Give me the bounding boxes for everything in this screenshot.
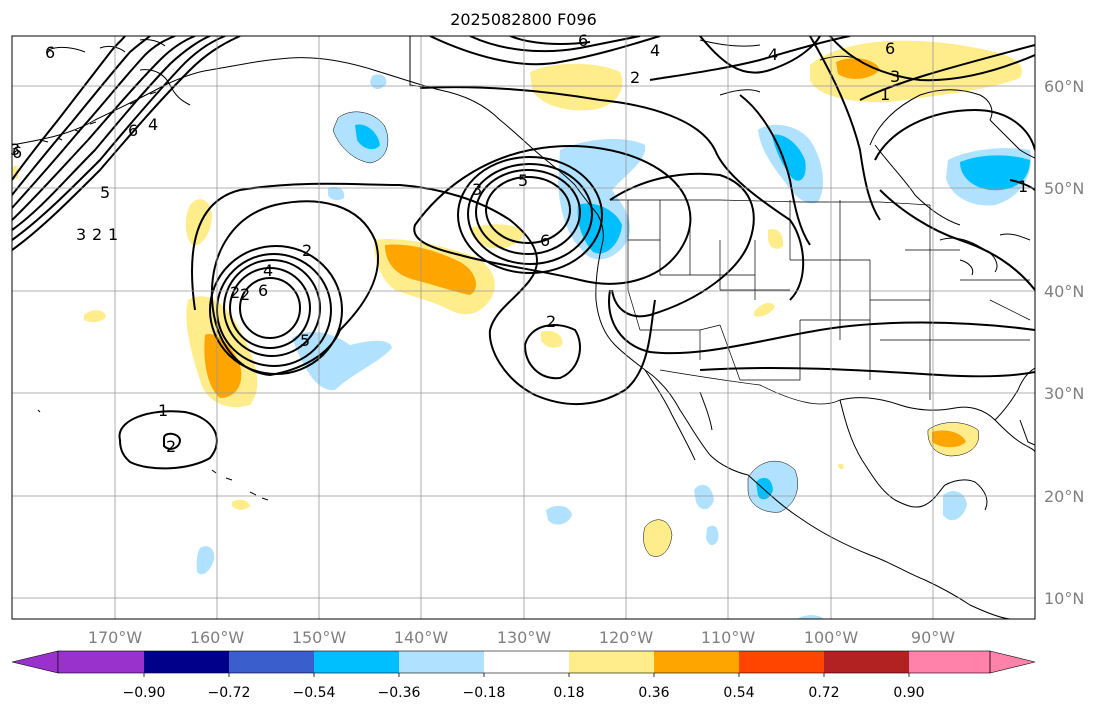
map-frame [11,35,1036,620]
contour-label: 3 [10,140,20,159]
colorbar-tick-label: 0.18 [553,685,584,701]
colorbar-segment [144,651,229,673]
colorbar-tick-label: −0.36 [378,685,421,701]
contour-label: 2 [92,225,102,244]
colorbar-tick-label: 0.72 [808,685,839,701]
colorbar-segment [399,651,484,673]
contour-label: 3 [472,180,482,199]
colorbar-tick-label: −0.54 [293,685,336,701]
colorbar-extend-left [11,650,59,674]
colorbar-segment [654,651,739,673]
lon-tick-label: 160°W [190,628,245,647]
contour-label: 6 [578,31,588,50]
contour-label: 6 [45,43,55,62]
lon-tick-label: 140°W [394,628,449,647]
lat-tick-label: 50°N [1044,179,1084,198]
contour-label: 1 [880,85,890,104]
lat-tick-label: 10°N [1044,589,1084,608]
lat-tick-label: 20°N [1044,487,1084,506]
contour-label: 2 [166,437,176,456]
contour-labels: 6 4 6 2 3 4 6 3 6 4 1 5 2 3 1 1 2 3 6 6 … [10,31,1028,456]
contour-label: 6 [128,121,138,140]
colorbar-segment [58,651,144,673]
contour-label: 4 [768,45,778,64]
colorbar-extend-right [989,650,1036,674]
contour-label: 4 [650,41,660,60]
contours [12,36,1035,470]
contour-label: 4 [263,261,273,280]
lon-tick-label: 90°W [911,628,955,647]
lon-tick-label: 130°W [497,628,552,647]
contour-label: 5 [518,171,528,190]
contour-label: 6 [258,281,268,300]
colorbar-segment [229,651,314,673]
contour-label: 2 [230,283,240,302]
political-borders [610,199,1031,405]
lat-tick-label: 40°N [1044,282,1084,301]
colorbar: −0.90 −0.72 −0.54 −0.36 −0.18 0.18 0.36 … [11,650,1036,701]
anomaly-shading [12,40,1031,619]
contour-label: 2 [240,285,250,304]
contour-label: 3 [890,67,900,86]
lat-axis: 60°N 50°N 40°N 30°N 20°N 10°N [1044,77,1084,608]
colorbar-segment [909,651,990,673]
contour-label: 2 [630,68,640,87]
contour-label: 3 [76,225,86,244]
colorbar-segment [739,651,824,673]
lon-tick-label: 120°W [599,628,654,647]
colorbar-segment [824,651,909,673]
colorbar-tick-label: −0.18 [463,685,506,701]
lat-tick-label: 30°N [1044,384,1084,403]
map-title: 2025082800 F096 [450,10,597,29]
contour-label: 1 [158,401,168,420]
colorbar-segment [484,651,569,673]
lon-tick-label: 110°W [701,628,756,647]
gridlines [12,36,1035,619]
colorbar-tick-label: 0.54 [723,685,754,701]
lon-axis: 170°W 160°W 150°W 140°W 130°W 120°W 110°… [88,628,955,647]
colorbar-tick-label: 0.90 [893,685,924,701]
colorbar-tick-label: −0.72 [208,685,251,701]
colorbar-tick-label: 0.36 [638,685,669,701]
contour-label: 6 [540,231,550,250]
contour-label: 1 [1018,177,1028,196]
lat-tick-label: 60°N [1044,77,1084,96]
contour-label: 6 [885,39,895,58]
lon-tick-label: 150°W [292,628,347,647]
contour-label: 5 [300,331,310,350]
contour-label: 5 [100,183,110,202]
colorbar-segment [314,651,399,673]
contour-label: 6 [12,143,22,162]
map-panel [12,36,1035,619]
lon-tick-label: 170°W [88,628,143,647]
lon-tick-label: 100°W [804,628,859,647]
contour-label: 2 [546,312,556,331]
contour-label: 2 [302,241,312,260]
contour-label: 4 [148,115,158,134]
contour-label: 1 [108,225,118,244]
colorbar-segment [569,651,654,673]
colorbar-tick-label: −0.90 [123,685,166,701]
